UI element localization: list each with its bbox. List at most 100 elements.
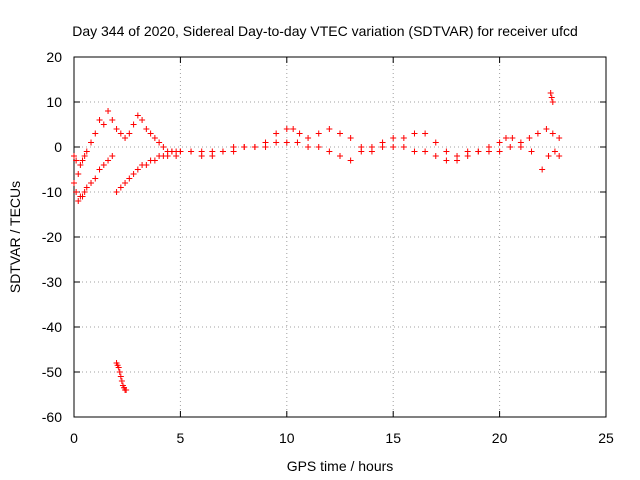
- data-point: [368, 144, 375, 150]
- data-point: [379, 139, 386, 146]
- data-point: [71, 180, 77, 186]
- data-point: [390, 135, 397, 141]
- data-point: [164, 153, 171, 159]
- data-point: [134, 112, 141, 119]
- data-point: [305, 144, 312, 150]
- series-main-trace-upper: [71, 108, 563, 177]
- data-point: [549, 99, 556, 105]
- data-point: [283, 126, 290, 132]
- data-point: [198, 148, 205, 155]
- data-point: [315, 130, 322, 137]
- data-point: [113, 126, 120, 132]
- data-point: [551, 148, 558, 155]
- data-point: [337, 153, 343, 159]
- data-point: [117, 373, 124, 380]
- x-tick-label: 20: [492, 430, 508, 446]
- data-point: [539, 166, 546, 173]
- y-tick-label: 20: [46, 49, 62, 65]
- data-point: [326, 148, 333, 155]
- data-point: [100, 162, 107, 168]
- data-point: [432, 153, 439, 159]
- data-point: [347, 135, 354, 141]
- data-point: [92, 130, 99, 137]
- data-point: [294, 139, 301, 146]
- data-point: [209, 148, 216, 155]
- x-tick-label: 10: [279, 430, 295, 446]
- data-point: [105, 157, 112, 164]
- data-point: [96, 166, 103, 173]
- data-point: [283, 139, 290, 146]
- data-point: [475, 148, 482, 155]
- data-point: [219, 148, 226, 155]
- data-point: [390, 144, 397, 150]
- data-point: [188, 148, 195, 155]
- data-point: [443, 148, 450, 155]
- data-point: [156, 139, 163, 146]
- data-point: [122, 180, 129, 186]
- data-point: [556, 153, 563, 159]
- data-point: [88, 139, 95, 146]
- data-point: [81, 153, 88, 159]
- data-point: [337, 130, 343, 137]
- data-point: [547, 90, 554, 96]
- y-tick-label: 10: [46, 94, 62, 110]
- data-point: [358, 148, 365, 155]
- data-point: [116, 369, 123, 375]
- data-point: [241, 144, 248, 150]
- data-point: [117, 184, 124, 191]
- data-point: [496, 148, 503, 155]
- data-point: [290, 126, 297, 132]
- data-point: [273, 130, 280, 137]
- y-axis-label: SDTVAR / TECUs: [7, 181, 23, 293]
- data-point: [113, 189, 120, 195]
- series-spike: [547, 90, 556, 105]
- data-point: [109, 153, 116, 159]
- series-outlier-cluster: [113, 360, 130, 393]
- data-point: [443, 157, 450, 164]
- data-point: [83, 148, 90, 155]
- data-point: [160, 144, 167, 150]
- data-point: [507, 144, 514, 150]
- x-tick-label: 15: [385, 430, 401, 446]
- data-point: [251, 144, 258, 150]
- x-tick-label: 0: [70, 430, 78, 446]
- data-point: [118, 378, 125, 384]
- data-point: [400, 144, 407, 150]
- data-point: [422, 148, 429, 155]
- data-point: [347, 157, 354, 164]
- data-point: [100, 121, 107, 128]
- data-point: [83, 184, 90, 191]
- data-point: [454, 157, 461, 164]
- data-point: [305, 135, 312, 141]
- x-tick-label: 5: [177, 430, 185, 446]
- x-axis-label: GPS time / hours: [287, 458, 394, 474]
- data-point: [109, 117, 116, 123]
- data-point: [526, 135, 533, 141]
- data-point: [92, 175, 99, 182]
- data-point: [315, 144, 322, 150]
- chart-title: Day 344 of 2020, Sidereal Day-to-day VTE…: [72, 23, 578, 39]
- y-tick-label: -30: [42, 274, 62, 290]
- data-point: [411, 148, 418, 155]
- data-point: [545, 153, 552, 159]
- data-point: [75, 198, 82, 204]
- data-point: [400, 135, 407, 141]
- x-tick-label: 25: [598, 430, 614, 446]
- data-point: [88, 180, 95, 186]
- data-point: [509, 135, 516, 141]
- data-point: [326, 126, 333, 132]
- data-point: [411, 130, 418, 137]
- data-point: [147, 130, 154, 137]
- data-point: [556, 135, 563, 141]
- data-point: [464, 153, 471, 159]
- data-point: [79, 193, 86, 200]
- data-point: [549, 130, 556, 137]
- data-point: [422, 130, 429, 137]
- data-point: [77, 162, 84, 168]
- data-point: [485, 148, 492, 155]
- data-point: [130, 121, 137, 128]
- data-series: [71, 90, 563, 393]
- data-point: [548, 94, 555, 101]
- data-point: [177, 148, 184, 155]
